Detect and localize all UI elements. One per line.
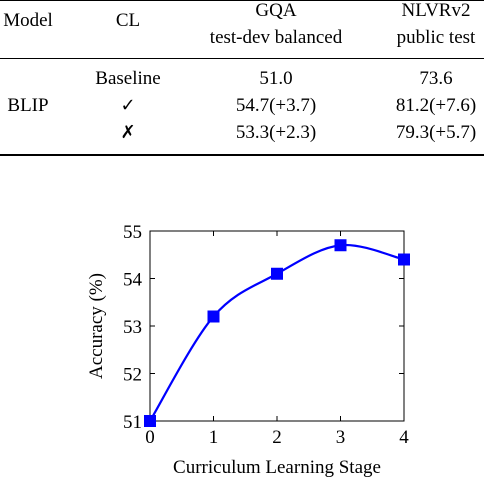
- y-tick-label: 55: [123, 222, 142, 243]
- y-tick-label: 52: [123, 365, 142, 386]
- x-tick-label: 1: [209, 427, 219, 448]
- x-tick-label: 2: [272, 427, 282, 448]
- data-point-3: [334, 239, 347, 252]
- row-nocl-cross: ✗: [120, 122, 136, 143]
- results-table: Model CL GQA test-dev balanced NLVRv2 pu…: [0, 0, 484, 160]
- data-point-4: [398, 253, 410, 266]
- header-gqa-split: test-dev balanced: [209, 27, 343, 48]
- row-cl-check: ✓: [120, 95, 136, 116]
- y-axis-label: Accuracy (%): [86, 273, 107, 379]
- data-point-2: [271, 267, 283, 280]
- y-tick-label: 54: [123, 270, 143, 291]
- row-baseline-nlvr: 73.6: [419, 68, 453, 89]
- row-baseline-gqa: 51.0: [259, 68, 293, 89]
- data-point-1: [207, 310, 220, 323]
- accuracy-chart-svg: 0 1 2 3 4 51 52 53 54 55 Curriculum Learning Stag…: [86, 222, 410, 478]
- row-nocl-gqa: 53.3(+2.3): [235, 122, 317, 143]
- x-tick-label: 3: [336, 427, 346, 448]
- table-bottom-rule: [0, 154, 484, 156]
- row-cl-gqa: 54.7(+3.7): [235, 95, 317, 116]
- y-tick-label: 51: [123, 412, 142, 433]
- data-point-0: [144, 415, 156, 427]
- x-tick-label: 0: [145, 427, 155, 448]
- row-baseline-cl: Baseline: [95, 68, 161, 89]
- header-nlvr: NLVRv2: [401, 0, 471, 21]
- header-gqa: GQA: [255, 0, 297, 21]
- row-nocl-nlvr: 79.3(+5.7): [395, 122, 477, 143]
- table-mid-rule: [0, 58, 484, 59]
- header-cl: CL: [115, 10, 141, 31]
- accuracy-chart: 0 1 2 3 4 51 52 53 54 55 Curriculum Learning Stag…: [0, 215, 484, 480]
- header-model: Model: [3, 10, 53, 31]
- x-axis-label: Curriculum Learning Stage: [173, 457, 381, 478]
- ticks-layer: 0 1 2 3 4 51 52 53 54 55: [123, 222, 409, 448]
- header-nlvr-split: public test: [396, 27, 476, 48]
- table-top-rule: [0, 0, 484, 1]
- model-name: BLIP: [7, 95, 49, 116]
- markers-layer: [144, 239, 410, 427]
- y-tick-label: 53: [123, 317, 142, 338]
- row-cl-nlvr: 81.2(+7.6): [395, 95, 477, 116]
- plot-frame: [149, 230, 405, 422]
- x-tick-label: 4: [399, 427, 409, 448]
